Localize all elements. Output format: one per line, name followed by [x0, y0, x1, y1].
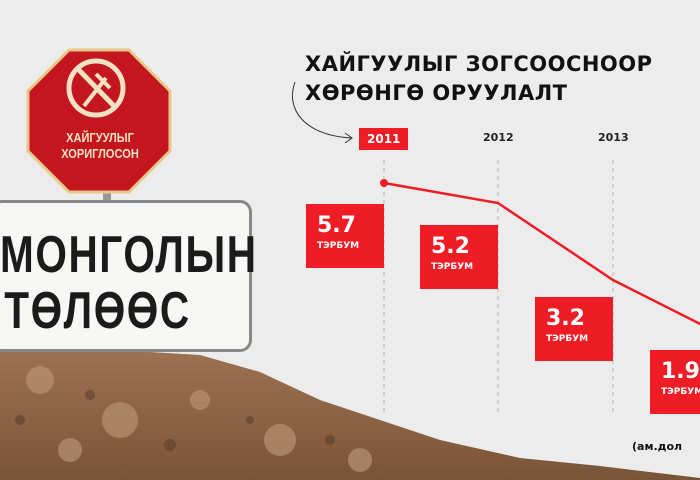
data-point	[380, 179, 388, 187]
value-unit: ТЭРБУМ	[546, 334, 589, 344]
sign-pole	[103, 190, 111, 204]
chart-title: ХАЙГУУЛЫГ ЗОГСООСНООР ХӨРӨНГӨ ОРУУЛАЛТ	[305, 50, 653, 108]
unit-note: (ам.дол	[632, 440, 683, 453]
value-unit: ТЭРБУМ	[431, 262, 474, 272]
stop-sign-line2: ХОРИГЛОСОН	[61, 146, 139, 161]
no-mining-hammer-icon	[66, 58, 126, 118]
value-label: 3.2 ТЭРБУМ	[535, 297, 613, 361]
year-label-2013: 2013	[598, 131, 629, 144]
stop-sign-line1: ХАЙГУУЛЫГ	[66, 130, 134, 145]
value-unit: ТЭРБУМ	[317, 241, 360, 251]
year-label-2011: 2011	[359, 128, 409, 150]
road-sign	[0, 200, 252, 352]
value-number: 5.7	[317, 213, 356, 238]
value-label: 5.2 ТЭРБУМ	[420, 225, 498, 289]
value-label: 5.7 ТЭРБУМ	[306, 204, 384, 268]
value-number: 5.2	[431, 234, 470, 259]
value-number: 1.9	[661, 359, 700, 384]
value-number: 3.2	[546, 306, 585, 331]
stop-sign-text: ХАЙГУУЛЫГ ХОРИГЛОСОН	[49, 130, 151, 162]
value-unit: ТЭРБУМ	[661, 387, 700, 397]
year-label-2012: 2012	[483, 131, 514, 144]
stop-sign	[26, 48, 172, 194]
title-line1: ХАЙГУУЛЫГ ЗОГСООСНООР	[305, 52, 653, 76]
series-line	[383, 181, 700, 326]
road-sign-line2: ТӨЛӨӨС	[4, 282, 191, 340]
arrow-icon	[291, 81, 353, 144]
value-label: 1.9 ТЭРБУМ	[650, 350, 700, 414]
title-line2: ХӨРӨНГӨ ОРУУЛАЛТ	[305, 81, 568, 105]
